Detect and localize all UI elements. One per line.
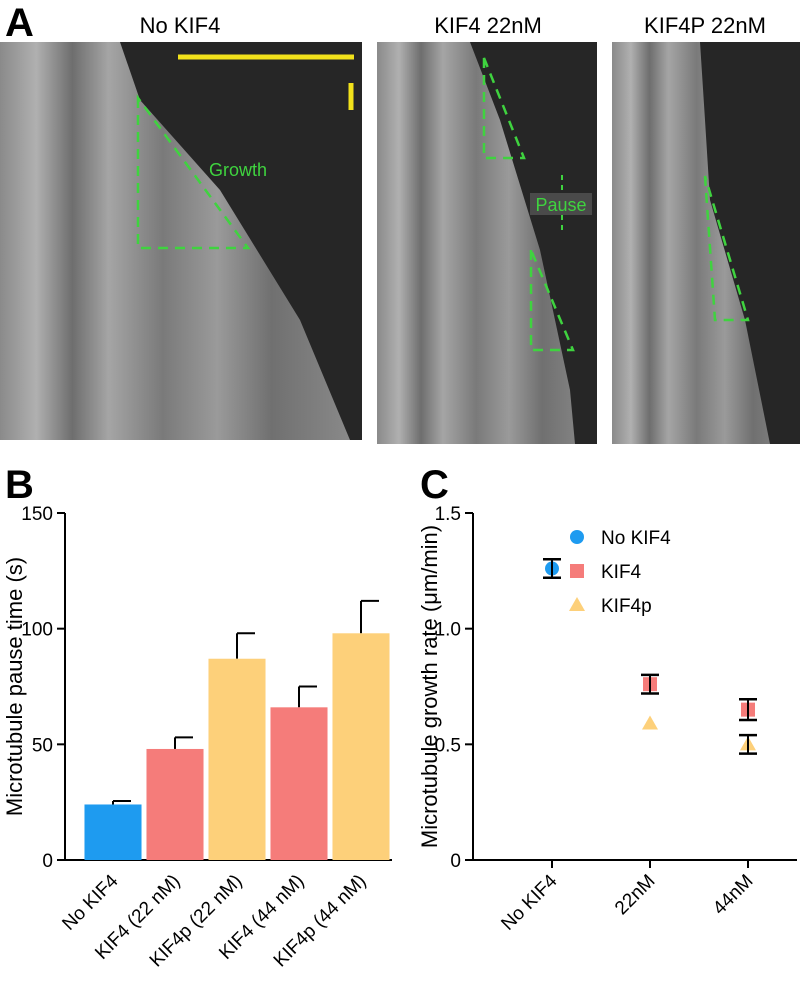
x-tick-label: No KIF4 xyxy=(58,870,122,934)
bar xyxy=(84,804,142,860)
y-axis-title: Microtubule pause time (s) xyxy=(2,557,27,816)
legend-label: No KIF4 xyxy=(601,528,671,549)
point xyxy=(570,530,584,544)
legend-label: KIF4 xyxy=(601,562,642,583)
x-tick-label: 22nM xyxy=(611,871,659,919)
panel-label: B xyxy=(5,463,34,507)
y-tick-label: 1.0 xyxy=(435,620,461,641)
bar xyxy=(146,748,204,860)
point xyxy=(570,564,584,578)
kymo-title: KIF4 22nM xyxy=(434,13,542,38)
kymograph xyxy=(612,42,800,444)
legend-label: KIF4p xyxy=(601,596,652,617)
point xyxy=(569,597,585,611)
x-tick-label: 44nM xyxy=(709,871,757,919)
x-tick-label: No KIF4 xyxy=(497,870,561,934)
y-tick-label: 1.5 xyxy=(435,504,461,525)
y-tick-label: 100 xyxy=(21,620,53,641)
bar xyxy=(332,633,390,860)
bar xyxy=(208,658,266,860)
annotation: Growth xyxy=(209,160,267,180)
y-tick-label: 0 xyxy=(450,851,461,872)
y-tick-label: 50 xyxy=(32,735,53,756)
point xyxy=(642,715,658,730)
y-axis-title: Microtubule growth rate (μm/min) xyxy=(417,525,442,848)
kymograph: Pause xyxy=(377,42,597,444)
annotation: Pause xyxy=(535,195,586,215)
kymo-title: No KIF4 xyxy=(140,13,221,38)
panel-label: A xyxy=(5,1,34,45)
y-tick-label: 0.5 xyxy=(435,735,461,756)
bar xyxy=(270,707,328,860)
panel-label: C xyxy=(420,463,449,507)
kymograph: Growth xyxy=(0,42,362,440)
kymo-title: KIF4P 22nM xyxy=(644,13,766,38)
y-tick-label: 0 xyxy=(42,851,53,872)
y-tick-label: 150 xyxy=(21,504,53,525)
